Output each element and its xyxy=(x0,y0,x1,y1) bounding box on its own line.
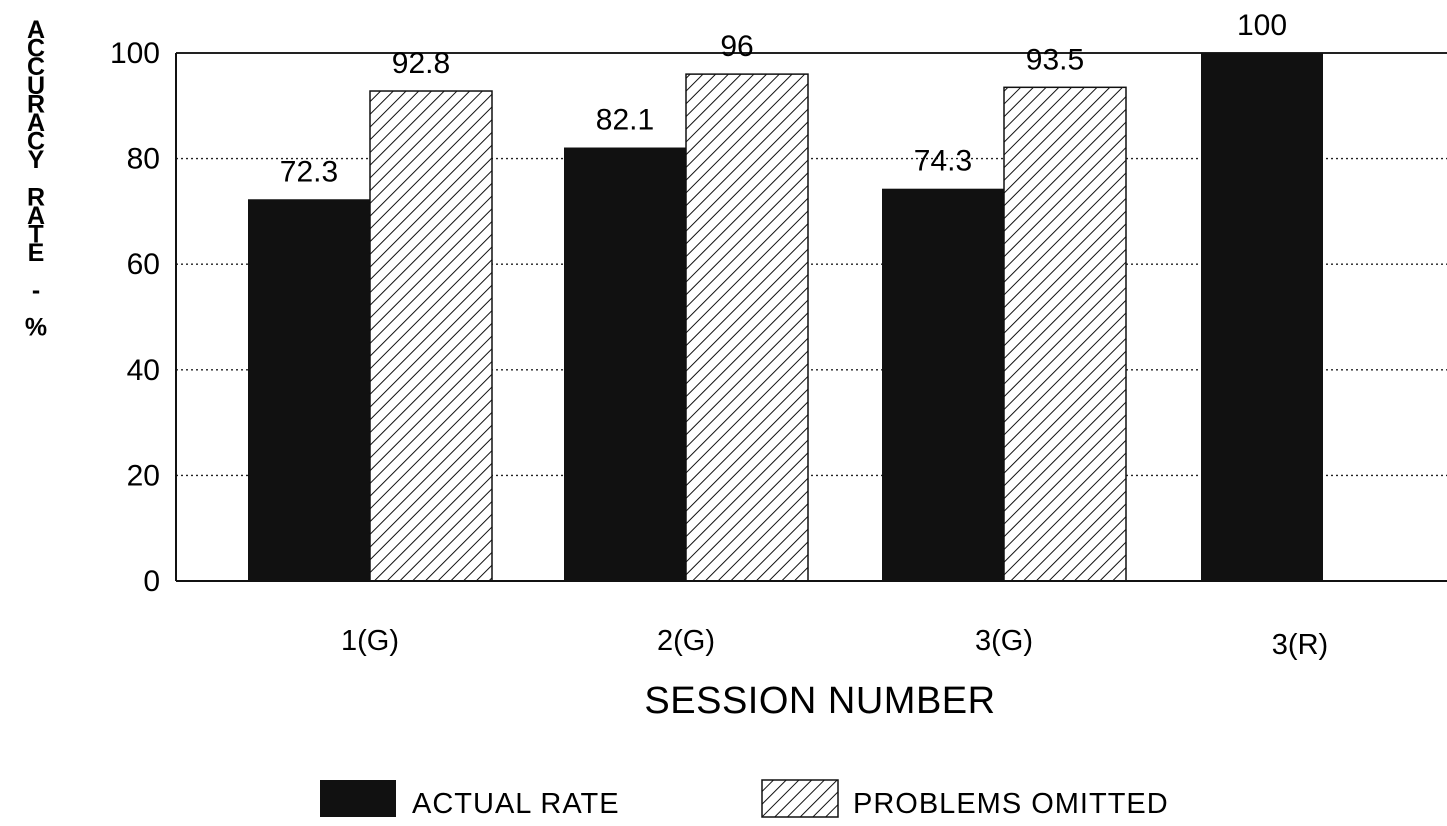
data-label-problems-omitted: 92.8 xyxy=(392,47,450,80)
y-axis-title-letter: C xyxy=(27,35,45,63)
legend-swatch-problems-omitted xyxy=(761,779,839,818)
y-axis-title-letter: - xyxy=(32,276,40,304)
y-tick-label: 100 xyxy=(110,37,160,70)
y-tick-label: 60 xyxy=(127,248,160,281)
y-tick-label: 40 xyxy=(127,354,160,387)
data-label-problems-omitted: 93.5 xyxy=(1026,43,1084,76)
data-label-actual-rate: 74.3 xyxy=(914,145,972,178)
y-axis-title-letter: Y xyxy=(28,146,45,174)
x-category-label: 3(R) xyxy=(1272,629,1328,661)
y-axis-title-letter: E xyxy=(28,239,45,267)
y-axis-title-letter: A xyxy=(27,202,45,230)
bar-problems-omitted xyxy=(369,90,493,582)
legend-label-actual-rate: ACTUAL RATE xyxy=(412,788,620,820)
bars xyxy=(248,53,1323,582)
y-axis-title-letter: R xyxy=(27,90,45,118)
y-tick-label: 20 xyxy=(127,459,160,492)
data-labels: 72.3 92.8 82.1 96 74.3 93.5 100 xyxy=(280,9,1287,188)
x-category-label: 1(G) xyxy=(341,625,399,657)
bar-actual-rate xyxy=(248,199,370,582)
data-label-problems-omitted: 96 xyxy=(720,30,753,63)
y-axis-title-letter: A xyxy=(27,109,45,137)
y-axis-title-letter: C xyxy=(27,53,45,81)
data-label-actual-rate: 72.3 xyxy=(280,155,338,188)
bar-actual-rate xyxy=(1201,53,1323,581)
y-axis-title-letter: R xyxy=(27,183,45,211)
legend-swatch-actual-rate xyxy=(320,780,396,817)
bar-problems-omitted xyxy=(685,73,809,582)
x-axis-categories: 1(G) 2(G) 3(G) 3(R) xyxy=(341,625,1328,661)
x-category-label: 3(G) xyxy=(975,625,1033,657)
y-axis-ticks: 0 20 40 60 80 100 xyxy=(110,37,160,598)
y-axis-title-letter: C xyxy=(27,128,45,156)
x-category-label: 2(G) xyxy=(657,625,715,657)
y-axis-title-letter: A xyxy=(27,16,45,44)
y-axis-title-letter: U xyxy=(27,72,45,100)
data-label-actual-rate: 82.1 xyxy=(596,104,654,137)
bar-actual-rate xyxy=(564,147,686,581)
axes xyxy=(175,53,1447,582)
legend-label-problems-omitted: PROBLEMS OMITTED xyxy=(853,788,1169,820)
x-axis-title: SESSION NUMBER xyxy=(644,680,995,722)
legend: ACTUAL RATE PROBLEMS OMITTED xyxy=(320,779,1169,820)
y-tick-label: 80 xyxy=(127,143,160,176)
y-axis-title-letter: T xyxy=(28,221,43,249)
y-tick-label: 0 xyxy=(143,565,160,598)
y-axis-title-letter: % xyxy=(25,314,47,342)
bar-problems-omitted xyxy=(1003,86,1127,582)
data-label-actual-rate: 100 xyxy=(1237,9,1287,42)
bar-actual-rate xyxy=(882,188,1004,582)
